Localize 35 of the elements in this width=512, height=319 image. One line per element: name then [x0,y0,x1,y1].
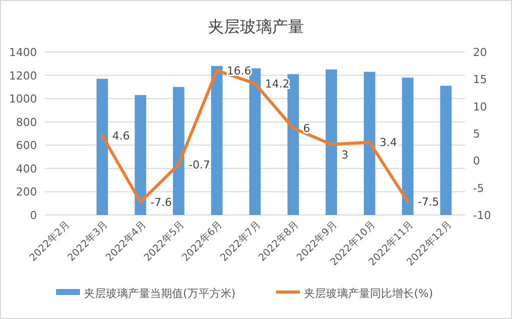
legend-label: 夹层玻璃产量当期值(万平方米) [84,287,236,300]
y2-tick-label: 15 [473,73,487,86]
bar [402,78,414,215]
data-label: -0.7 [188,158,210,172]
chart-title: 夹层玻璃产量 [208,17,304,36]
y2-tick-label: 20 [473,46,487,59]
y-tick-label: 1200 [9,69,37,82]
bar [96,78,108,215]
y2-tick-label: 5 [473,128,480,140]
legend-label: 夹层玻璃产量同比增长(%) [304,287,434,300]
y2-tick-label: -5 [473,182,484,195]
y-tick-label: 800 [16,116,37,129]
y2-tick-label: -10 [473,209,491,222]
data-label: 3 [341,148,348,162]
y-tick-label: 1000 [9,92,37,106]
bar [326,69,338,215]
data-label: 6 [303,122,310,136]
y2-tick-label: 0 [473,154,480,168]
bar [249,68,261,215]
bar [364,72,376,215]
bar [440,86,452,215]
bar [172,86,184,215]
data-label: -7.6 [150,196,172,209]
y-tick-label: 0 [30,209,37,222]
y2-tick-label: 10 [473,100,487,114]
data-label: 3.4 [380,136,398,150]
y-tick-label: 400 [16,162,37,176]
bar [134,95,146,215]
y-tick-label: 1400 [9,46,37,59]
bar [287,74,299,215]
data-label: 4.6 [112,130,130,143]
bar [211,66,223,215]
data-label: -7.5 [418,195,440,208]
y-tick-label: 200 [16,186,37,199]
y-tick-label: 600 [16,139,37,152]
